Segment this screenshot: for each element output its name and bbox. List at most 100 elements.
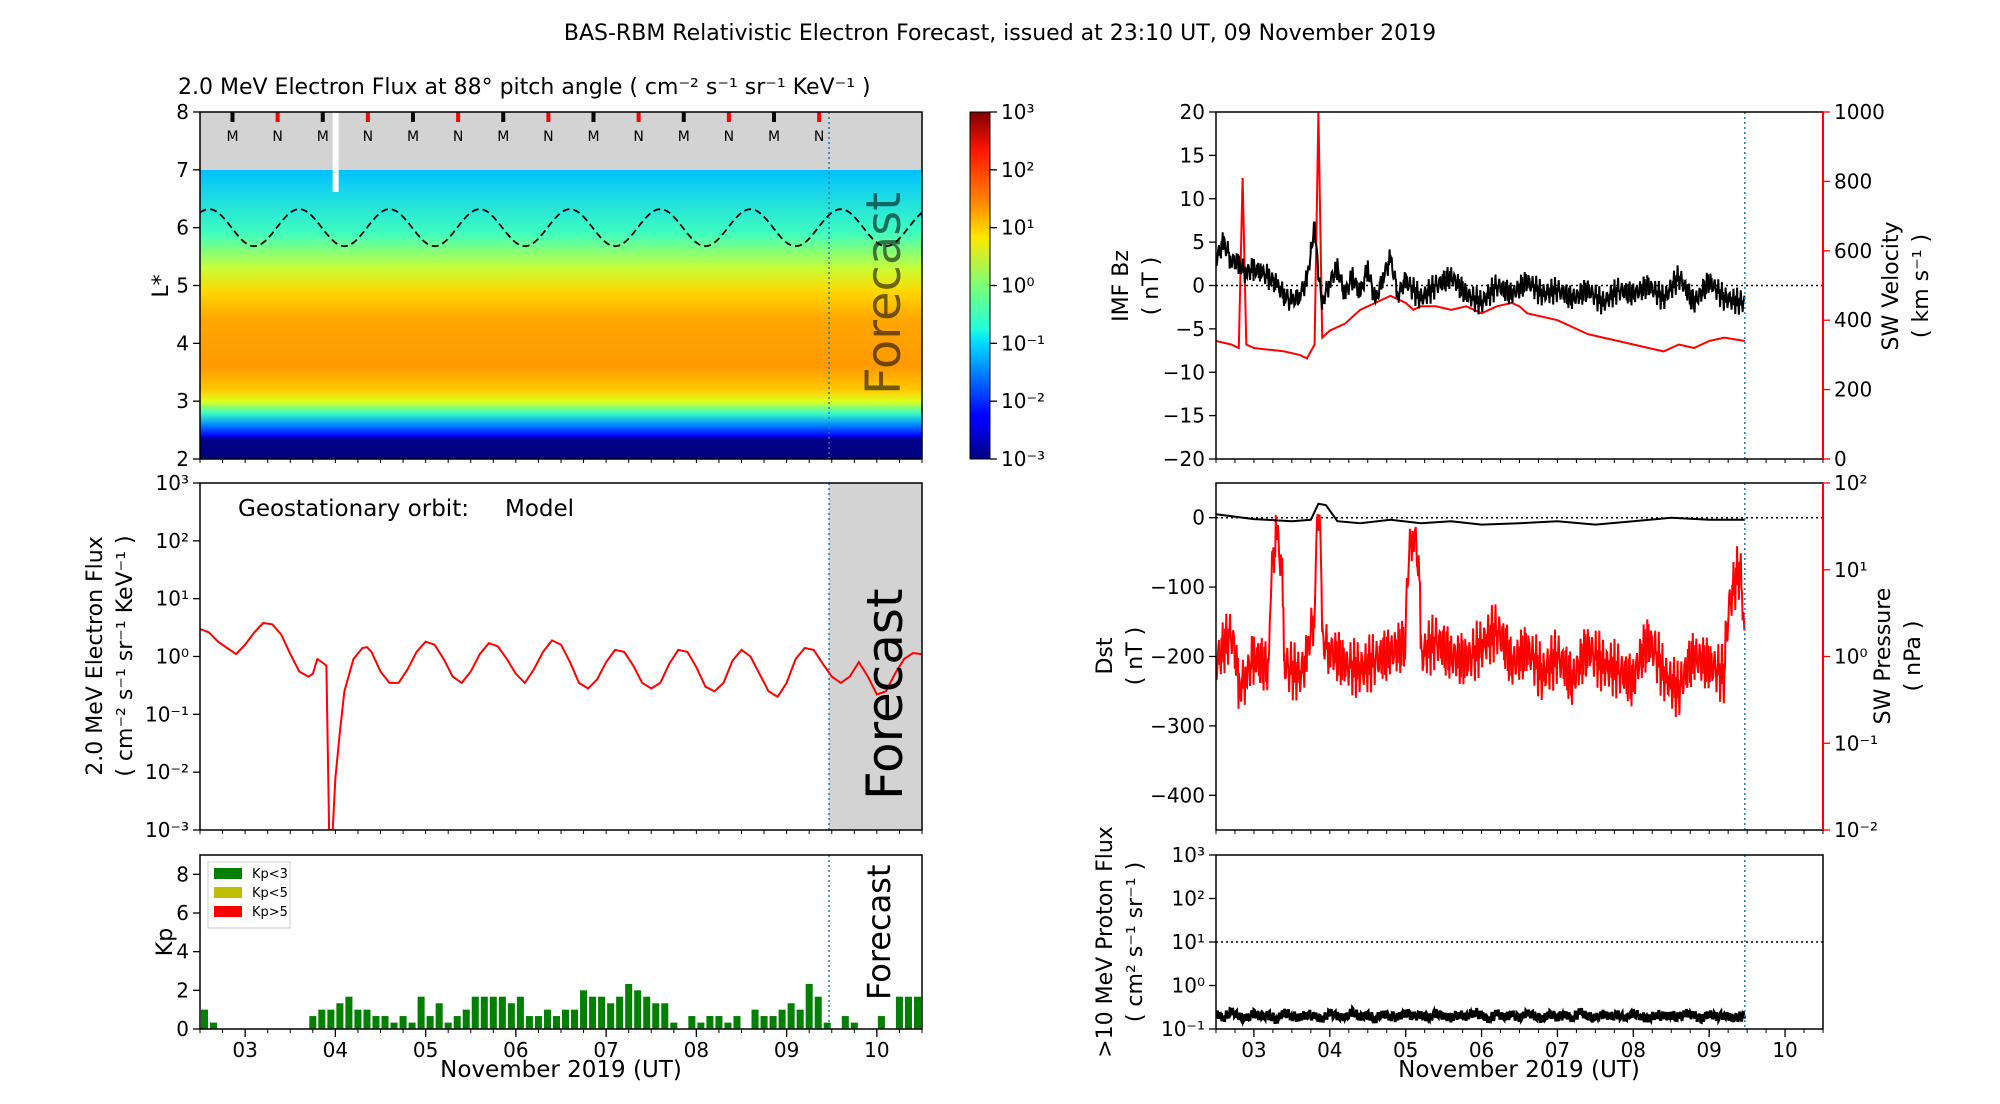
kp-axes: 0 2 4 6 8 03 04 05 06 07 08 09 10 [176, 862, 923, 1062]
kp-y-tick-label: 6 [176, 901, 189, 925]
imf-bz-y-tick-label: −10 [1163, 360, 1205, 384]
orbit-marker-tick [275, 112, 280, 122]
colorbar [969, 111, 991, 460]
flux-map-y-tick-label: 2 [176, 447, 189, 471]
imf-bz-y-tick-label: 20 [1180, 100, 1205, 124]
kp-y-tick-label: 8 [176, 862, 189, 886]
geo-flux-ylabel-units: ( cm⁻² s⁻¹ sr⁻¹ KeV⁻¹ ) [113, 535, 138, 776]
orbit-marker-label: M [317, 129, 329, 145]
kp-bar [607, 1003, 615, 1029]
kp-bar [950, 997, 957, 1029]
kp-bars [201, 983, 975, 1029]
imf-bz-y-tick-label: 5 [1192, 230, 1205, 254]
orbit-marker-tick [456, 112, 461, 122]
kp-bar [201, 1009, 209, 1029]
orbit-marker-tick [681, 112, 686, 122]
orbit-marker-tick [591, 112, 596, 122]
kp-x-tick-label: 08 [684, 1038, 709, 1062]
sw-pressure-line [1216, 513, 1746, 718]
orbit-marker-tick [817, 112, 822, 122]
kp-bar [435, 1003, 443, 1029]
kp-bar [616, 996, 624, 1029]
kp-bar [968, 997, 975, 1029]
kp-bar [580, 990, 588, 1029]
kp-bar [932, 997, 939, 1029]
orbit-marker-tick [546, 112, 551, 122]
orbit-marker-label: M [587, 129, 599, 145]
imf-bz-y-tick-label: −15 [1163, 404, 1205, 428]
kp-x-tick-label: 04 [323, 1038, 348, 1062]
kp-y-tick-label: 4 [176, 940, 189, 964]
proton-y-tick-label: 10² [1172, 887, 1205, 911]
kp-bar [661, 1003, 669, 1029]
orbit-marker-tick [320, 112, 325, 122]
kp-bar [841, 1016, 849, 1029]
sw-velocity-ylabel-units: ( km s⁻¹ ) [1909, 234, 1934, 338]
geo-flux-ylabel: 2.0 MeV Electron Flux [83, 536, 108, 776]
orbit-marker-label: N [814, 129, 824, 145]
kp-bar [309, 1016, 317, 1029]
sw-velocity-line [1216, 112, 1745, 360]
dst-ylabel-units: ( nT ) [1123, 627, 1148, 686]
orbit-marker-tick [771, 112, 776, 122]
imf-bz-y-tick-label: 15 [1180, 143, 1205, 167]
kp-bar [336, 1003, 344, 1029]
flux-map-y-tick-label: 8 [176, 100, 189, 124]
colorbar-tick-label: 10¹ [1001, 216, 1034, 240]
orbit-marker-label: N [724, 129, 734, 145]
kp-bar [363, 1009, 371, 1029]
flux-map-y-tick-label: 4 [176, 331, 189, 355]
kp-bar [210, 1022, 218, 1029]
kp-bar [462, 1009, 470, 1029]
flux-map-y-tick-label: 7 [176, 158, 189, 182]
dst-axes: −400 −300 −200 −100 0 10⁻² 10⁻¹ 10⁰ 10¹ 10² [1150, 471, 1878, 842]
sw-velocity-y-tick-label: 400 [1834, 308, 1872, 332]
kp-bar [643, 996, 651, 1029]
flux-map-axes: 2 3 4 5 6 7 8 [176, 100, 923, 471]
orbit-marker-tick [501, 112, 506, 122]
orbit-marker-label: N [633, 129, 643, 145]
dst-y-tick-label: −100 [1150, 575, 1205, 599]
flux-map-image [200, 170, 922, 459]
kp-frame [199, 854, 923, 1030]
proton-x-tick-label: 10 [1772, 1038, 1797, 1062]
proton-x-tick-label: 04 [1317, 1038, 1342, 1062]
proton-y-tick-label: 10³ [1172, 843, 1205, 867]
kp-bar [814, 996, 822, 1029]
geo-flux-y-tick-label: 10² [156, 529, 189, 553]
orbit-marker-label: N [363, 129, 373, 145]
colorbar-ticks: 10⁻³ 10⁻² 10⁻¹ 10⁰ 10¹ 10² 10³ [990, 100, 1045, 471]
kp-legend-mid: Kp<5 [252, 886, 288, 901]
proton-flux-line [1216, 1004, 1747, 1027]
geo-flux-y-tick-label: 10⁻³ [145, 818, 189, 842]
flux-map-panel: 2.0 MeV Electron Flux at 88° pitch angle… [149, 75, 1045, 471]
geo-flux-forecast-label: Forecast [856, 588, 914, 800]
flux-map-title: 2.0 MeV Electron Flux at 88° pitch angle… [178, 75, 871, 100]
orbit-marker-label: N [543, 129, 553, 145]
geo-flux-axes: 10⁻³ 10⁻² 10⁻¹ 10⁰ 10¹ 10² 10³ [145, 471, 923, 842]
kp-bar [571, 1009, 579, 1029]
kp-bar [552, 1016, 560, 1029]
kp-bar [760, 1016, 768, 1029]
dst-y-tick-label: −400 [1150, 783, 1205, 807]
orbit-marker-tick [636, 112, 641, 122]
sw-pressure-y-tick-label: 10⁰ [1834, 645, 1867, 669]
kp-x-tick-label: 05 [413, 1038, 438, 1062]
proton-ylabel-units: ( cm² s⁻¹ sr⁻¹ ) [1123, 862, 1148, 1022]
orbit-marker-label: M [768, 129, 780, 145]
proton-x-tick-label: 09 [1696, 1038, 1721, 1062]
proton-ylabel: >10 MeV Proton Flux [1093, 826, 1118, 1058]
sw-pressure-y-tick-label: 10² [1834, 471, 1867, 495]
sw-velocity-ylabel: SW Velocity [1879, 221, 1904, 350]
orbit-marker-tick [230, 112, 235, 122]
kp-bar [959, 997, 966, 1029]
geo-flux-line [200, 621, 922, 830]
sw-pressure-y-tick-label: 10⁻² [1834, 818, 1878, 842]
kp-bar [805, 983, 813, 1029]
kp-bar [895, 996, 903, 1029]
kp-bar [904, 996, 912, 1029]
flux-map-ylabel: L* [149, 274, 174, 297]
